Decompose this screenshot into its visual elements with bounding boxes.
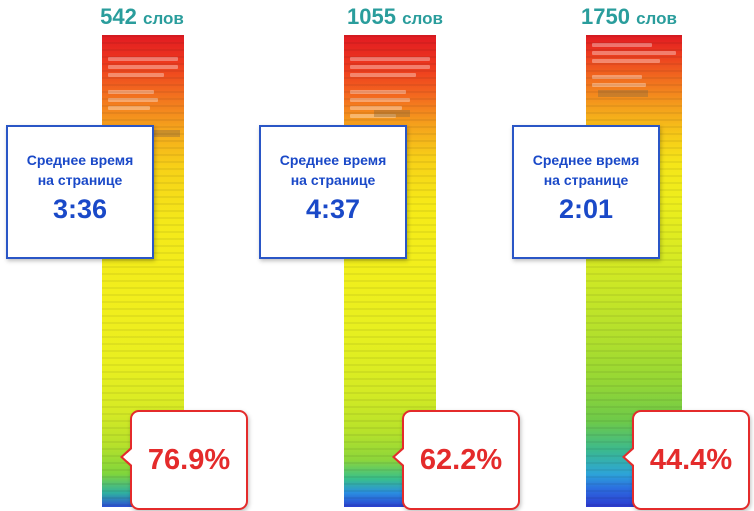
avg-time-value: 4:37: [305, 194, 361, 224]
avg-time-value: 2:01: [558, 194, 614, 224]
avg-time-box: Среднее время на странице 2:01: [512, 125, 660, 259]
avg-time-box: Среднее время на странице 4:37: [259, 125, 407, 259]
word-count: 1055: [347, 4, 396, 29]
word-count-heading: 1055 слов: [330, 4, 460, 30]
avg-time-label: Среднее время на странице: [532, 152, 640, 188]
column-1750-words: 1750 слов Среднее время на странице 2:01…: [504, 0, 754, 511]
scroll-percentage: 62.2%: [419, 443, 503, 476]
scroll-percentage: 44.4%: [649, 443, 733, 476]
scroll-percentage-callout: 62.2%: [392, 410, 520, 510]
avg-time-box: Среднее время на странице 3:36: [6, 125, 154, 259]
column-542-words: 542 слов Среднее время на странице 3:36 …: [0, 0, 250, 511]
word-unit: слов: [142, 9, 184, 28]
word-unit: слов: [636, 9, 677, 28]
word-count-heading: 542 слов: [82, 4, 202, 30]
scroll-percentage-callout: 44.4%: [622, 410, 750, 510]
avg-time-label: Среднее время на странице: [279, 152, 387, 188]
word-count: 1750: [581, 4, 630, 29]
avg-time-label: Среднее время на странице: [26, 152, 134, 188]
scroll-percentage: 76.9%: [147, 443, 231, 476]
word-count-heading: 1750 слов: [564, 4, 694, 30]
column-1055-words: 1055 слов Среднее время на странице 4:37…: [250, 0, 520, 511]
avg-time-value: 3:36: [52, 194, 108, 224]
scroll-percentage-callout: 76.9%: [120, 410, 248, 510]
word-count: 542: [100, 4, 137, 29]
word-unit: слов: [402, 9, 443, 28]
